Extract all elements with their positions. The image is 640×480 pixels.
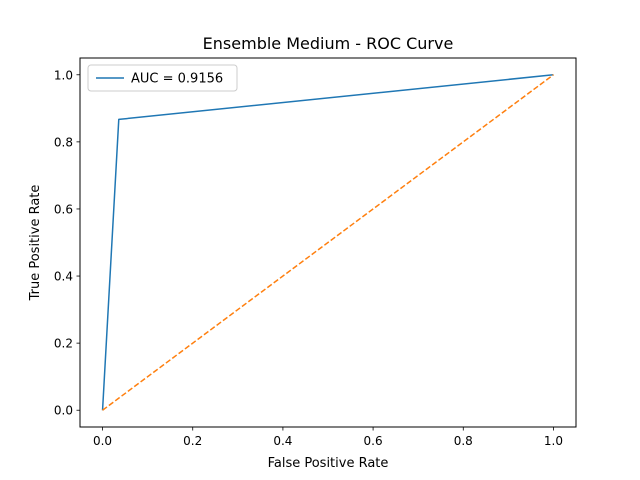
y-tick-label: 0.4 [54, 270, 73, 284]
ticks-layer: 0.0 0.2 0.4 0.6 0.8 1.0 0.0 0.2 0.4 0.6 0.8 1.0 [54, 68, 563, 448]
legend-entry-label: AUC = 0.9156 [131, 72, 223, 87]
legend-box [87, 64, 238, 92]
y-tick-label: 0.8 [54, 135, 73, 149]
chance-diagonal-line [102, 74, 554, 411]
x-tick-label: 0.6 [364, 434, 383, 448]
x-tick-label: 0.2 [183, 434, 202, 448]
y-tick-label: 1.0 [54, 68, 73, 82]
x-tick-label: 1.0 [544, 434, 563, 448]
axes-frame [79, 57, 577, 428]
y-tick-label: 0.2 [54, 337, 73, 351]
legend: AUC = 0.9156 [87, 64, 238, 92]
y-tick-label: 0.0 [54, 404, 73, 418]
y-tick-label: 0.6 [54, 202, 73, 216]
x-tick-label: 0.4 [273, 434, 292, 448]
y-axis-label: True Positive Rate [28, 185, 43, 302]
x-axis-label: False Positive Rate [268, 456, 389, 471]
roc-curve-line [101, 74, 554, 411]
chart-title: Ensemble Medium - ROC Curve [203, 34, 454, 53]
x-tick-label: 0.0 [93, 434, 112, 448]
x-tick-label: 0.8 [454, 434, 473, 448]
series-layer [101, 74, 554, 411]
